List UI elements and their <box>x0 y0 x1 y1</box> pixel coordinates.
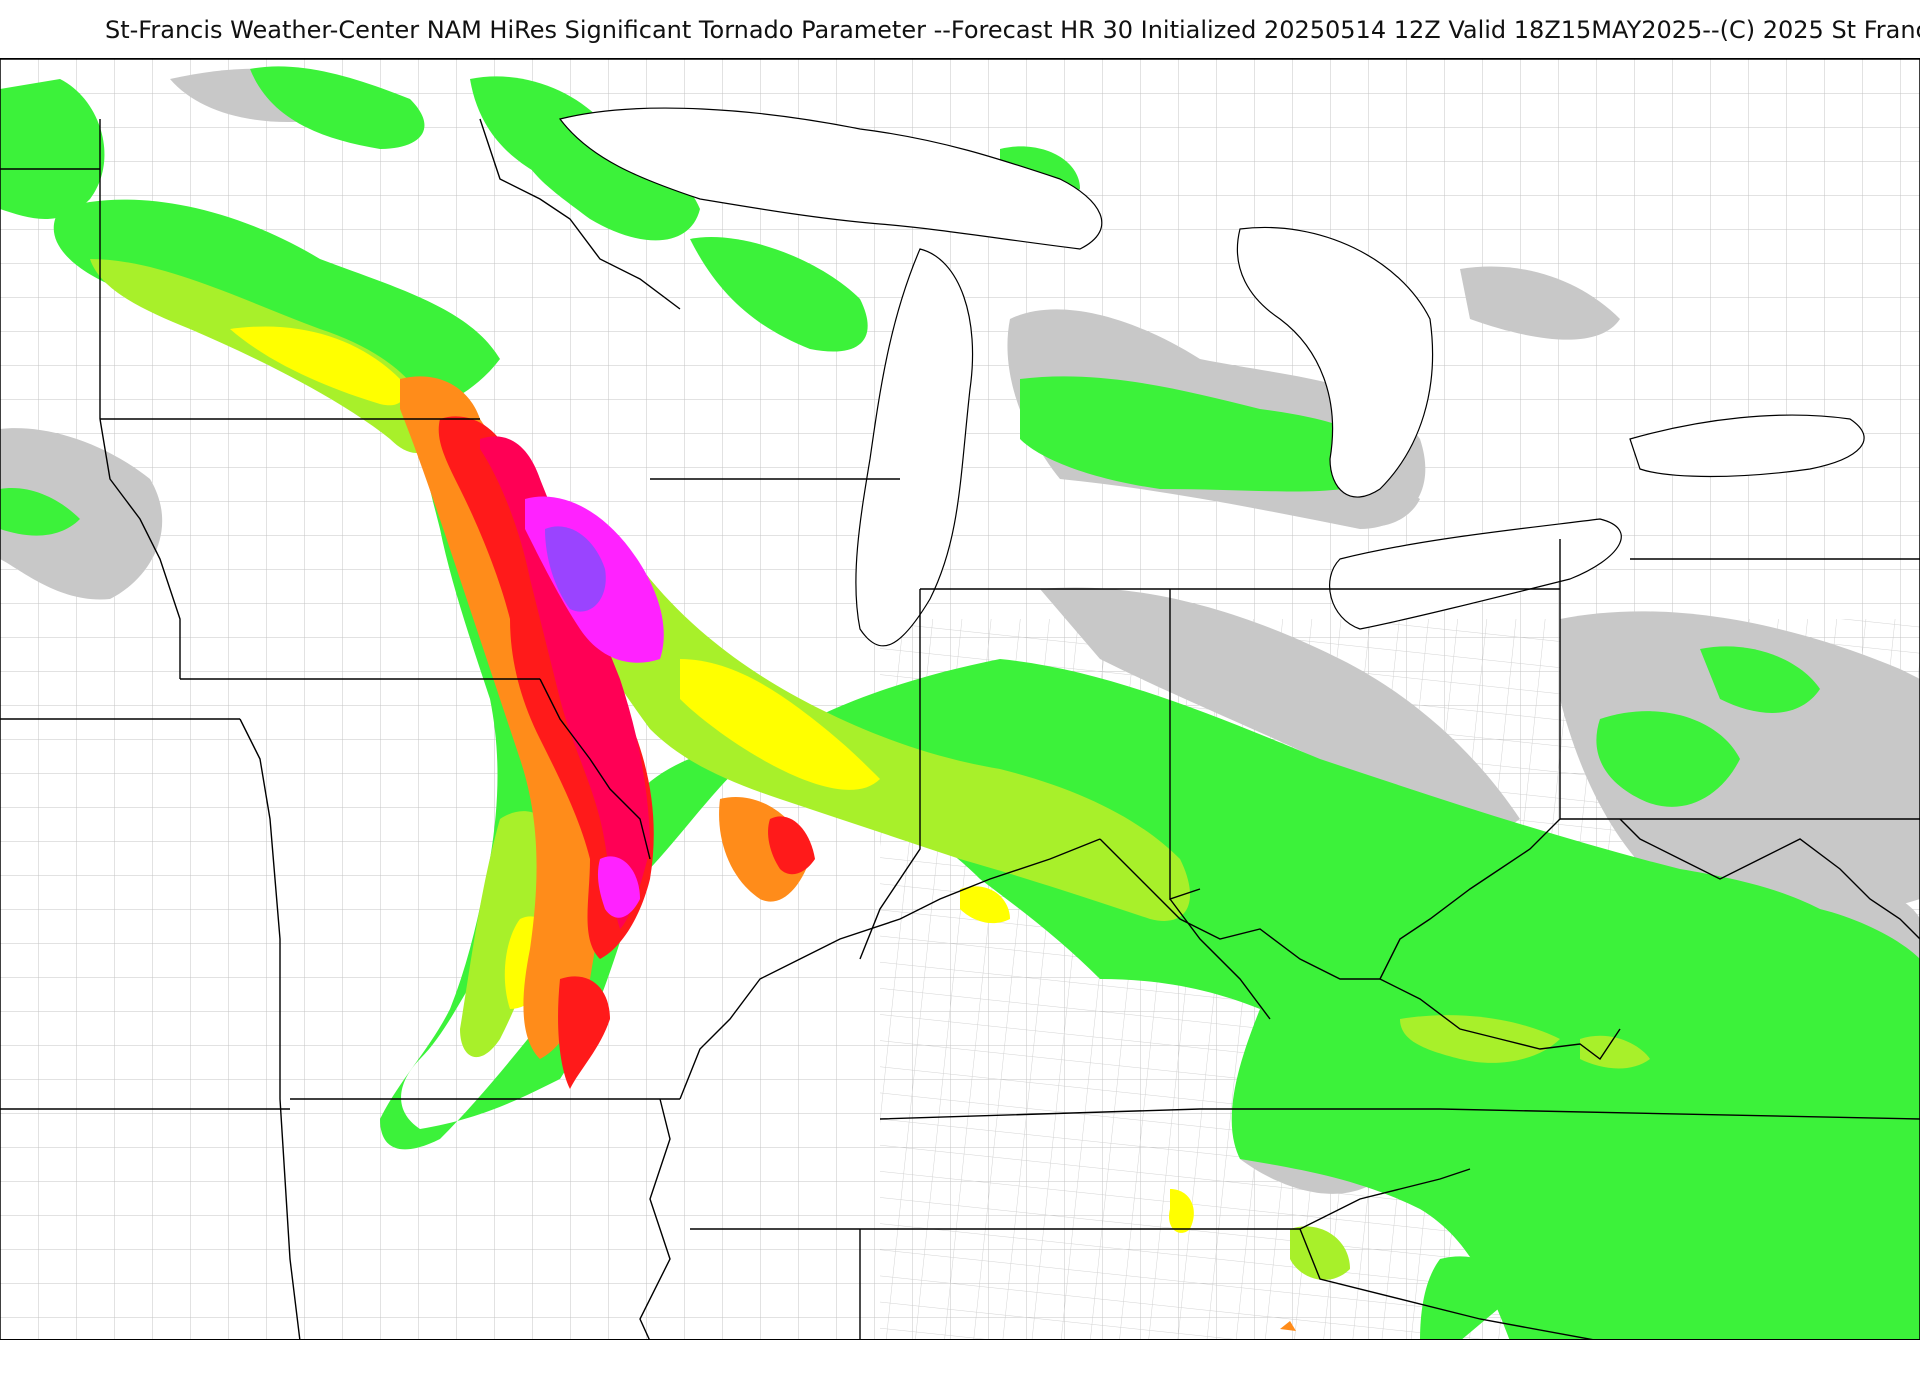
great-lakes <box>558 107 1865 647</box>
lake-michigan <box>855 248 974 647</box>
map-frame[interactable] <box>0 58 1920 1340</box>
forecast-map[interactable] <box>0 59 1920 1340</box>
purple-contours <box>545 526 606 612</box>
lake-superior <box>558 107 1103 250</box>
red-contours <box>438 416 815 1089</box>
crimson-contours <box>480 436 650 929</box>
lake-erie <box>1329 518 1622 630</box>
map-title: St-Francis Weather-Center NAM HiRes Sign… <box>105 16 1920 44</box>
title-bar: St-Francis Weather-Center NAM HiRes Sign… <box>0 0 1920 58</box>
yellow-green-contours <box>90 259 1650 1280</box>
bottom-margin <box>0 1340 1920 1400</box>
lake-ontario <box>1629 414 1865 478</box>
state-borders <box>0 118 1920 1339</box>
lake-huron <box>1236 226 1434 498</box>
